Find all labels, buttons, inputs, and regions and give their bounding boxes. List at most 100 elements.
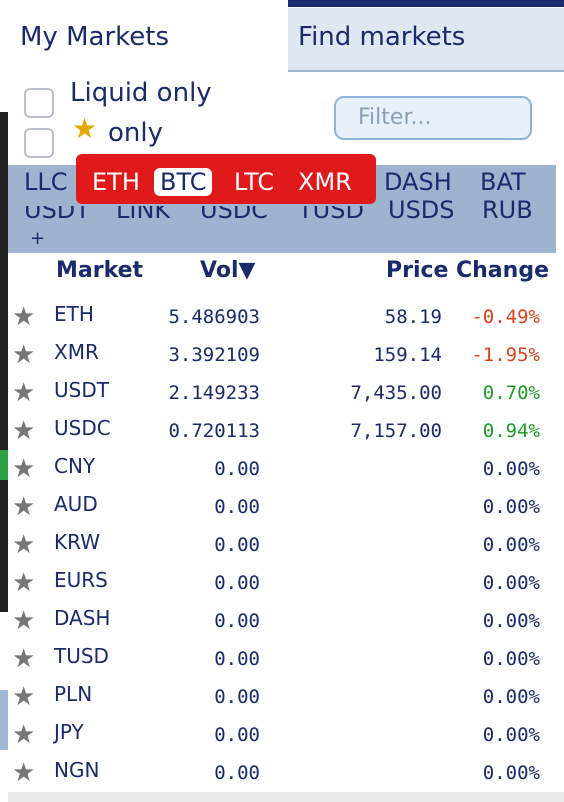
column-header-price[interactable]: Price <box>386 258 449 283</box>
market-change: 0.00% <box>482 534 540 556</box>
favorite-star-icon[interactable]: ★ <box>12 454 36 484</box>
left-edge <box>0 0 8 802</box>
favorite-star-icon[interactable]: ★ <box>12 378 36 408</box>
market-volume: 0.00 <box>214 762 260 784</box>
table-row[interactable]: ★ NGN 0.00 0.00% <box>8 754 556 792</box>
table-row[interactable]: ★ USDC 0.720113 7,157.00 0.94% <box>8 412 556 450</box>
favorite-star-icon[interactable]: ★ <box>12 758 36 788</box>
favorite-star-icon[interactable]: ★ <box>12 720 36 750</box>
market-name: PLN <box>54 682 93 706</box>
market-volume: 2.149233 <box>168 382 260 404</box>
currency-tusd[interactable]: TUSD <box>298 196 364 224</box>
market-name: XMR <box>54 340 99 364</box>
table-row[interactable]: ★ JPY 0.00 0.00% <box>8 716 556 754</box>
market-price: 7,435.00 <box>350 382 442 404</box>
market-change: 0.00% <box>482 724 540 746</box>
column-header-vol[interactable]: Vol▼ <box>200 258 256 283</box>
more-currencies-button[interactable]: + <box>30 228 46 249</box>
market-price: 7,157.00 <box>350 420 442 442</box>
market-change: 0.00% <box>482 610 540 632</box>
left-edge-dark <box>0 112 8 612</box>
market-volume: 0.00 <box>214 572 260 594</box>
currency-btc[interactable]: BTC <box>154 168 213 196</box>
table-row[interactable]: ★ XMR 3.392109 159.14 -1.95% <box>8 336 556 374</box>
filter-input[interactable]: Filter... <box>334 96 532 140</box>
market-volume: 0.00 <box>214 648 260 670</box>
market-name: AUD <box>54 492 98 516</box>
top-bar <box>288 0 564 7</box>
currency-link[interactable]: LINK <box>116 196 171 224</box>
favorite-star-icon[interactable]: ★ <box>12 302 36 332</box>
bottom-row-partial <box>8 792 564 802</box>
star-only-checkbox[interactable] <box>24 128 54 158</box>
market-change: 0.70% <box>482 382 540 404</box>
market-volume: 0.00 <box>214 686 260 708</box>
table-row[interactable]: ★ AUD 0.00 0.00% <box>8 488 556 526</box>
currency-llc[interactable]: LLC <box>24 168 68 196</box>
favorite-star-icon[interactable]: ★ <box>12 606 36 636</box>
market-price: 58.19 <box>384 306 442 328</box>
favorite-star-icon[interactable]: ★ <box>12 682 36 712</box>
market-change: 0.00% <box>482 572 540 594</box>
table-row[interactable]: ★ KRW 0.00 0.00% <box>8 526 556 564</box>
currency-dash[interactable]: DASH <box>384 168 452 196</box>
market-name: TUSD <box>54 644 109 668</box>
liquid-only-label: Liquid only <box>70 78 212 108</box>
favorite-star-icon[interactable]: ★ <box>12 492 36 522</box>
table-row[interactable]: ★ TUSD 0.00 0.00% <box>8 640 556 678</box>
market-name: EURS <box>54 568 108 592</box>
market-name: JPY <box>54 720 84 744</box>
table-row[interactable]: ★ DASH 0.00 0.00% <box>8 602 556 640</box>
market-change: 0.00% <box>482 686 540 708</box>
currency-usdc[interactable]: USDC <box>200 196 269 224</box>
currency-ltc[interactable]: LTC <box>234 168 275 196</box>
table-row[interactable]: ★ CNY 0.00 0.00% <box>8 450 556 488</box>
market-name: ETH <box>54 302 94 326</box>
currency-bat[interactable]: BAT <box>480 168 526 196</box>
market-name: NGN <box>54 758 100 782</box>
favorite-star-icon[interactable]: ★ <box>12 644 36 674</box>
market-volume: 3.392109 <box>168 344 260 366</box>
table-row[interactable]: ★ ETH 5.486903 58.19 -0.49% <box>8 298 556 336</box>
table-row[interactable]: ★ PLN 0.00 0.00% <box>8 678 556 716</box>
market-change: -1.95% <box>471 344 540 366</box>
market-volume: 0.00 <box>214 724 260 746</box>
currency-rub[interactable]: RUB <box>482 196 533 224</box>
market-volume: 0.00 <box>214 458 260 480</box>
favorite-star-icon[interactable]: ★ <box>12 416 36 446</box>
favorite-star-icon[interactable]: ★ <box>12 530 36 560</box>
market-volume: 0.00 <box>214 496 260 518</box>
favorite-star-icon[interactable]: ★ <box>12 568 36 598</box>
table-row[interactable]: ★ EURS 0.00 0.00% <box>8 564 556 602</box>
market-price: 159.14 <box>373 344 442 366</box>
market-volume: 0.00 <box>214 610 260 632</box>
market-volume: 5.486903 <box>168 306 260 328</box>
market-change: 0.00% <box>482 458 540 480</box>
left-edge-green <box>0 450 8 480</box>
market-name: USDT <box>54 378 109 402</box>
market-change: 0.00% <box>482 648 540 670</box>
currency-usdt[interactable]: USDT <box>24 196 90 224</box>
market-name: USDC <box>54 416 111 440</box>
market-volume: 0.00 <box>214 534 260 556</box>
market-name: KRW <box>54 530 100 554</box>
market-change: 0.94% <box>482 420 540 442</box>
market-volume: 0.720113 <box>168 420 260 442</box>
market-change: 0.00% <box>482 762 540 784</box>
highlight-box <box>76 154 376 204</box>
currency-usds[interactable]: USDS <box>388 196 455 224</box>
currency-eth[interactable]: ETH <box>92 168 140 196</box>
market-change: 0.00% <box>482 496 540 518</box>
liquid-only-checkbox[interactable] <box>24 88 54 118</box>
market-change: -0.49% <box>471 306 540 328</box>
market-name: CNY <box>54 454 96 478</box>
favorite-star-icon[interactable]: ★ <box>12 340 36 370</box>
currency-xmr[interactable]: XMR <box>298 168 352 196</box>
tab-my-markets[interactable]: My Markets <box>8 8 288 72</box>
tab-my-markets-label: My Markets <box>20 22 170 52</box>
column-header-change[interactable]: Change <box>456 258 549 283</box>
tab-find-markets[interactable]: Find markets <box>288 8 564 72</box>
column-header-market[interactable]: Market <box>56 258 144 283</box>
table-row[interactable]: ★ USDT 2.149233 7,435.00 0.70% <box>8 374 556 412</box>
tab-find-markets-label: Find markets <box>298 22 466 52</box>
